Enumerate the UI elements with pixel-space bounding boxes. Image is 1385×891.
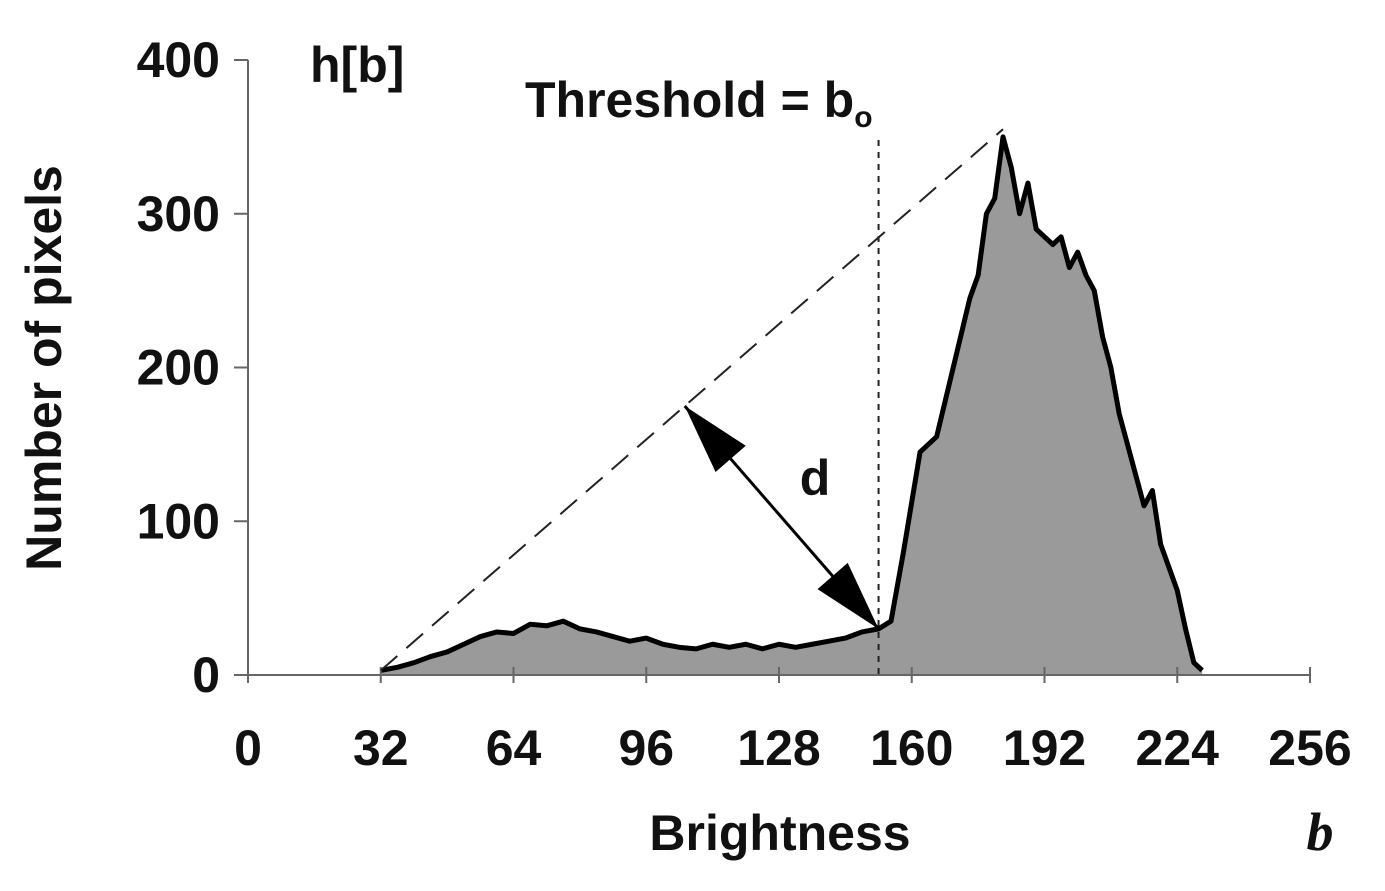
area-fill [380,136,1203,675]
series-label: h[b] [310,37,404,93]
y-tick-label: 0 [192,647,220,703]
x-tick-label: 96 [618,720,674,776]
x-tick-label: 192 [1003,720,1086,776]
x-tick-label: 224 [1136,720,1220,776]
y-tick-label: 300 [137,186,220,242]
x-tick-label: 64 [486,720,542,776]
x-tick-label: 32 [353,720,409,776]
arrow-head [817,562,879,629]
x-tick-label: 128 [737,720,820,776]
x-tick-label: 256 [1268,720,1351,776]
y-tick-label: 400 [137,32,220,88]
y-axis-label: Number of pixels [16,165,72,571]
x-axis-label: Brightness [649,805,910,861]
threshold-text: Threshold = b [525,72,854,128]
x-tick-label: 0 [234,720,262,776]
y-tick-label: 200 [137,340,220,396]
threshold-subscript: o [854,101,872,134]
arrow-head [684,406,746,472]
threshold-label: Threshold = bo [525,72,873,134]
area-line [380,134,1204,673]
y-tick-label: 100 [137,493,220,549]
triangle-line [380,128,1004,672]
x-tick-label: 160 [870,720,953,776]
distance-label: d [800,450,831,506]
x-symbol: b [1307,802,1334,862]
